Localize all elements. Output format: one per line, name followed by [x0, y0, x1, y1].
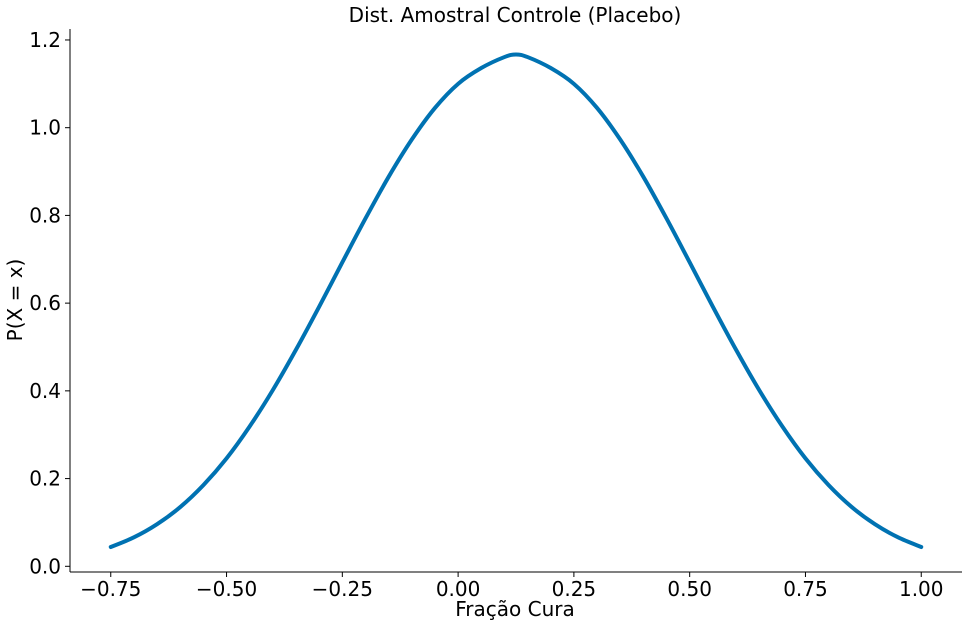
y-tick-label: 0.8 [29, 203, 61, 227]
y-tick-label: 0.2 [29, 467, 61, 491]
y-tick-label: 1.2 [29, 28, 61, 52]
y-tick-label: 0.6 [29, 291, 61, 315]
series-group [108, 52, 924, 549]
x-tick-label: 0.25 [552, 577, 597, 601]
x-tick-label: 0.75 [783, 577, 828, 601]
x-tick-label: 1.00 [899, 577, 944, 601]
x-axis-label: Fração Cura [455, 597, 575, 621]
x-tick-label: −0.50 [196, 577, 257, 601]
y-tick-label: 0.4 [29, 379, 61, 403]
series-line [108, 52, 924, 549]
x-tick-label: −0.75 [80, 577, 141, 601]
x-tick-label: −0.25 [312, 577, 373, 601]
x-tick-label: 0.00 [436, 577, 481, 601]
tick-group: −0.75 −0.50 −0.25 0.00 0.25 0.50 0.75 1.00 0.0 0.… [29, 28, 943, 601]
y-tick-label: 0.0 [29, 554, 61, 578]
axes [69, 29, 962, 573]
y-axis-label: P(X = x) [3, 259, 27, 342]
x-tick-label: 0.50 [667, 577, 712, 601]
y-tick-label: 1.0 [29, 116, 61, 140]
chart-title: Dist. Amostral Controle (Placebo) [349, 3, 682, 27]
